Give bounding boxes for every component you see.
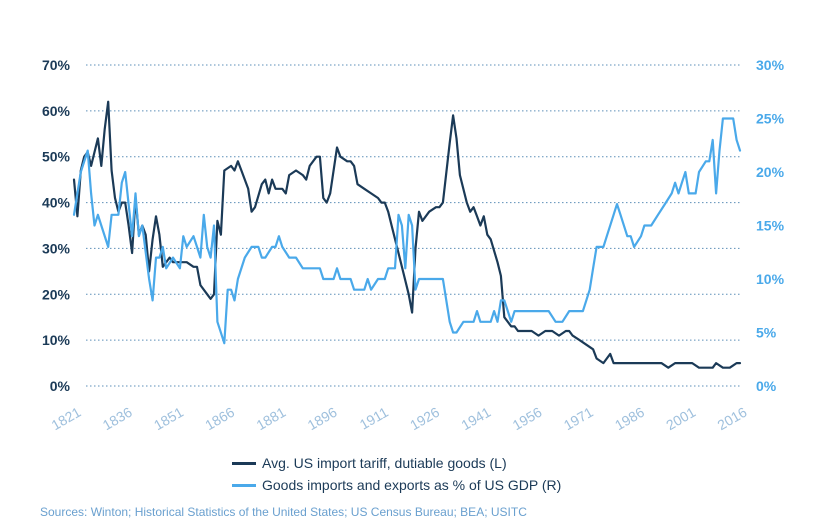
x-tick-label: 1971 [561, 404, 596, 434]
x-tick-label: 2016 [715, 404, 750, 434]
y-left-tick-label: 0% [50, 378, 71, 394]
x-tick-label: 1911 [357, 404, 391, 433]
y-right-tick-label: 25% [756, 111, 785, 127]
x-tick-label: 2001 [663, 404, 698, 434]
legend-swatch-tariff [232, 461, 256, 465]
y-left-tick-label: 20% [42, 286, 71, 302]
x-axis: 1821 1836 1851 1866 1881 1896 1911 1926 1941 1956… [49, 404, 750, 434]
legend-item-trade: Goods imports and exports as % of US GDP… [232, 474, 561, 496]
x-tick-label: 1821 [49, 404, 84, 434]
series-line-tariff [72, 100, 742, 369]
right-axis: 0% 5% 10% 15% 20% 25% 30% [756, 57, 785, 394]
x-tick-label: 1956 [510, 404, 545, 434]
gridlines [86, 64, 740, 387]
x-tick-label: 1881 [253, 404, 288, 434]
legend-item-tariff: Avg. US import tariff, dutiable goods (L… [232, 452, 561, 474]
legend-swatch-trade [232, 483, 256, 487]
y-left-tick-label: 50% [42, 149, 71, 165]
x-tick-label: 1836 [100, 404, 135, 434]
series-line-trade [72, 117, 742, 345]
y-left-tick-label: 40% [42, 195, 71, 211]
y-right-tick-label: 5% [756, 325, 777, 341]
x-tick-label: 1986 [612, 404, 647, 434]
y-right-tick-label: 15% [756, 218, 785, 234]
x-tick-label: 1851 [151, 404, 186, 434]
left-axis: 0% 10% 20% 30% 40% 50% 60% 70% [42, 57, 71, 394]
y-right-tick-label: 20% [756, 164, 785, 180]
x-tick-label: 1941 [458, 404, 493, 434]
y-left-tick-label: 70% [42, 57, 71, 73]
series [72, 100, 742, 369]
legend: Avg. US import tariff, dutiable goods (L… [232, 452, 561, 496]
x-tick-label: 1896 [305, 404, 340, 434]
y-right-tick-label: 10% [756, 271, 785, 287]
y-left-tick-label: 60% [42, 103, 71, 119]
x-tick-label: 1926 [407, 404, 442, 434]
y-right-tick-label: 30% [756, 57, 785, 73]
y-left-tick-label: 30% [42, 240, 71, 256]
y-right-tick-label: 0% [756, 378, 777, 394]
x-tick-label: 1866 [202, 404, 237, 434]
legend-label-trade: Goods imports and exports as % of US GDP… [262, 477, 562, 493]
source-note: Sources: Winton; Historical Statistics o… [40, 505, 527, 519]
legend-label-tariff: Avg. US import tariff, dutiable goods (L… [262, 455, 507, 471]
y-left-tick-label: 10% [42, 332, 71, 348]
